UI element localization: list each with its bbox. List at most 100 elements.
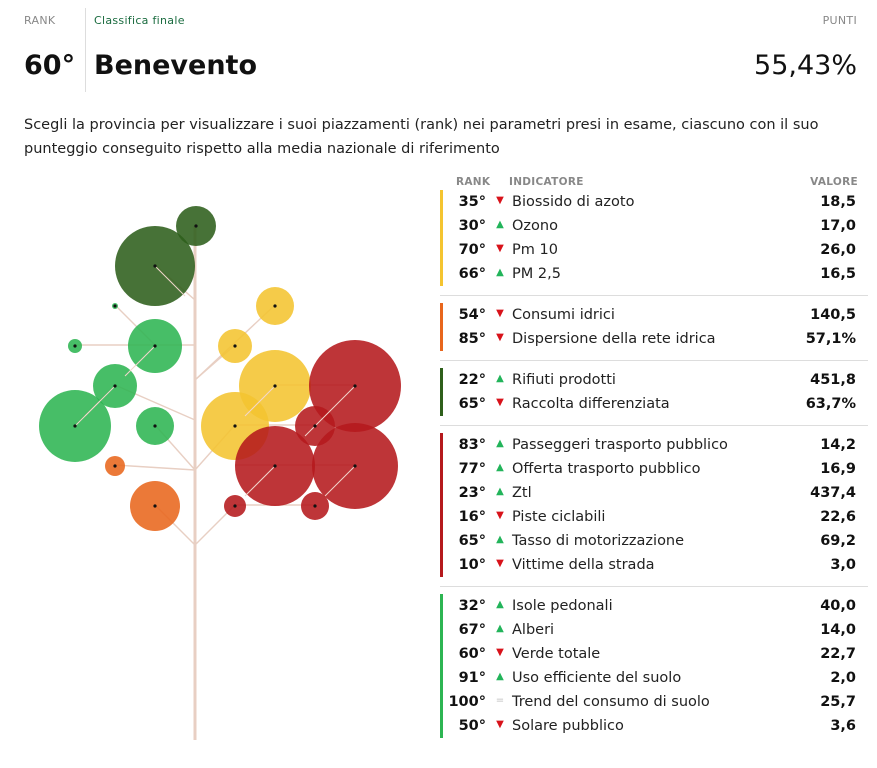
triangle-up-icon: ▲ — [496, 671, 504, 682]
row-value: 22,7 — [820, 646, 856, 662]
table-row[interactable]: 70° ▼ Pm 10 26,0 — [440, 238, 868, 262]
row-rank: 32° — [458, 598, 486, 614]
row-rank: 22° — [458, 372, 486, 388]
bubble-center-dot — [153, 344, 157, 348]
bubble-center-dot — [233, 344, 237, 348]
row-indicator-name: Rifiuti prodotti — [512, 372, 616, 388]
bubble-center-dot — [313, 504, 317, 508]
bubble-ray — [304, 385, 356, 437]
province-name[interactable]: Benevento — [94, 50, 258, 81]
row-rank: 23° — [458, 485, 486, 501]
triangle-down-icon: ▼ — [496, 332, 504, 343]
row-indicator-name: Trend del consumo di suolo — [512, 694, 710, 710]
ranking-tree-graphic — [39, 206, 401, 740]
overall-rank: 60° — [24, 50, 76, 81]
row-value: 26,0 — [820, 242, 856, 258]
table-row[interactable]: 10° ▼ Vittime della strada 3,0 — [440, 553, 868, 577]
row-value: 25,7 — [820, 694, 856, 710]
table-header-indicator: INDICATORE — [509, 176, 584, 188]
row-rank: 70° — [458, 242, 486, 258]
bubble-center-dot — [233, 504, 237, 508]
row-rank: 35° — [458, 194, 486, 210]
triangle-down-icon: ▼ — [496, 397, 504, 408]
row-value: 18,5 — [820, 194, 856, 210]
table-row[interactable]: 22° ▲ Rifiuti prodotti 451,8 — [440, 368, 868, 392]
table-row[interactable]: 23° ▲ Ztl 437,4 — [440, 481, 868, 505]
tree-trunk — [74, 226, 355, 740]
table-row[interactable]: 16° ▼ Piste ciclabili 22,6 — [440, 505, 868, 529]
bubble-center-dot — [73, 344, 77, 348]
table-row[interactable]: 85° ▼ Dispersione della rete idrica 57,1% — [440, 327, 868, 351]
description-text: Scegli la provincia per visualizzare i s… — [24, 117, 819, 157]
table-row[interactable]: 32° ▲ Isole pedonali 40,0 — [440, 594, 868, 618]
table-row[interactable]: 54° ▼ Consumi idrici 140,5 — [440, 303, 868, 327]
table-row[interactable]: 30° ▲ Ozono 17,0 — [440, 214, 868, 238]
row-indicator-name: Pm 10 — [512, 242, 558, 258]
bubble-center-dot — [233, 424, 237, 428]
indicator-group: 35° ▼ Biossido di azoto 18,5 30° ▲ Ozono 17,0 70… — [440, 190, 868, 286]
row-value: 16,9 — [820, 461, 856, 477]
triangle-down-icon: ▼ — [496, 647, 504, 658]
triangle-down-icon: ▼ — [496, 510, 504, 521]
table-header-value: VALORE — [810, 176, 858, 188]
bubble-center-dot — [353, 384, 357, 388]
row-indicator-name: Ztl — [512, 485, 532, 501]
bubble-center-dot — [273, 384, 277, 388]
triangle-up-icon: ▲ — [496, 599, 504, 610]
indicator-group: 83° ▲ Passeggeri trasporto pubblico 14,2 77°… — [440, 433, 868, 577]
row-rank: 30° — [458, 218, 486, 234]
bubble-center-dot — [73, 424, 77, 428]
row-value: 57,1% — [805, 331, 856, 347]
row-rank: 60° — [458, 646, 486, 662]
triangle-up-icon: ▲ — [496, 623, 504, 634]
row-rank: 16° — [458, 509, 486, 525]
table-row[interactable]: 50° ▼ Solare pubblico 3,6 — [440, 714, 868, 738]
row-rank: 77° — [458, 461, 486, 477]
bubble-center-dot — [353, 464, 357, 468]
classifica-finale-label: Classifica finale — [94, 14, 185, 27]
table-row[interactable]: 66° ▲ PM 2,5 16,5 — [440, 262, 868, 286]
row-rank: 65° — [458, 396, 486, 412]
bubble-center-dot — [313, 424, 317, 428]
table-row[interactable]: 83° ▲ Passeggeri trasporto pubblico 14,2 — [440, 433, 868, 457]
row-value: 16,5 — [820, 266, 856, 282]
row-rank: 91° — [458, 670, 486, 686]
row-indicator-name: Piste ciclabili — [512, 509, 606, 525]
header-divider — [85, 8, 86, 92]
row-rank: 50° — [458, 718, 486, 734]
row-indicator-name: Dispersione della rete idrica — [512, 331, 716, 347]
indicator-group: 22° ▲ Rifiuti prodotti 451,8 65° ▼ Raccolta di… — [440, 368, 868, 416]
table-row[interactable]: 67° ▲ Alberi 14,0 — [440, 618, 868, 642]
row-indicator-name: Ozono — [512, 218, 558, 234]
bubble-center-dot — [194, 224, 198, 228]
row-value: 17,0 — [820, 218, 856, 234]
triangle-down-icon: ▼ — [496, 719, 504, 730]
group-separator — [440, 586, 868, 587]
row-rank: 65° — [458, 533, 486, 549]
table-row[interactable]: 100° = Trend del consumo di suolo 25,7 — [440, 690, 868, 714]
row-rank: 100° — [448, 694, 486, 710]
table-row[interactable]: 77° ▲ Offerta trasporto pubblico 16,9 — [440, 457, 868, 481]
row-indicator-name: Passeggeri trasporto pubblico — [512, 437, 728, 453]
bubble-ray — [124, 345, 156, 377]
table-row[interactable]: 60° ▼ Verde totale 22,7 — [440, 642, 868, 666]
table-row[interactable]: 91° ▲ Uso efficiente del suolo 2,0 — [440, 666, 868, 690]
triangle-up-icon: ▲ — [496, 373, 504, 384]
table-row[interactable]: 65° ▼ Raccolta differenziata 63,7% — [440, 392, 868, 416]
bubble-center-dot — [153, 504, 157, 508]
group-color-bar — [440, 594, 443, 738]
group-color-bar — [440, 433, 443, 577]
row-value: 22,6 — [820, 509, 856, 525]
bubble-ray — [244, 465, 276, 497]
row-indicator-name: Raccolta differenziata — [512, 396, 670, 412]
row-rank: 66° — [458, 266, 486, 282]
row-rank: 85° — [458, 331, 486, 347]
table-row[interactable]: 65° ▲ Tasso di motorizzazione 69,2 — [440, 529, 868, 553]
group-color-bar — [440, 368, 443, 416]
indicator-group: 32° ▲ Isole pedonali 40,0 67° ▲ Alberi 14,0 60° ▼… — [440, 594, 868, 738]
group-separator — [440, 360, 868, 361]
group-color-bar — [440, 190, 443, 286]
row-indicator-name: Solare pubblico — [512, 718, 624, 734]
table-row[interactable]: 35° ▼ Biossido di azoto 18,5 — [440, 190, 868, 214]
row-value: 2,0 — [830, 670, 856, 686]
